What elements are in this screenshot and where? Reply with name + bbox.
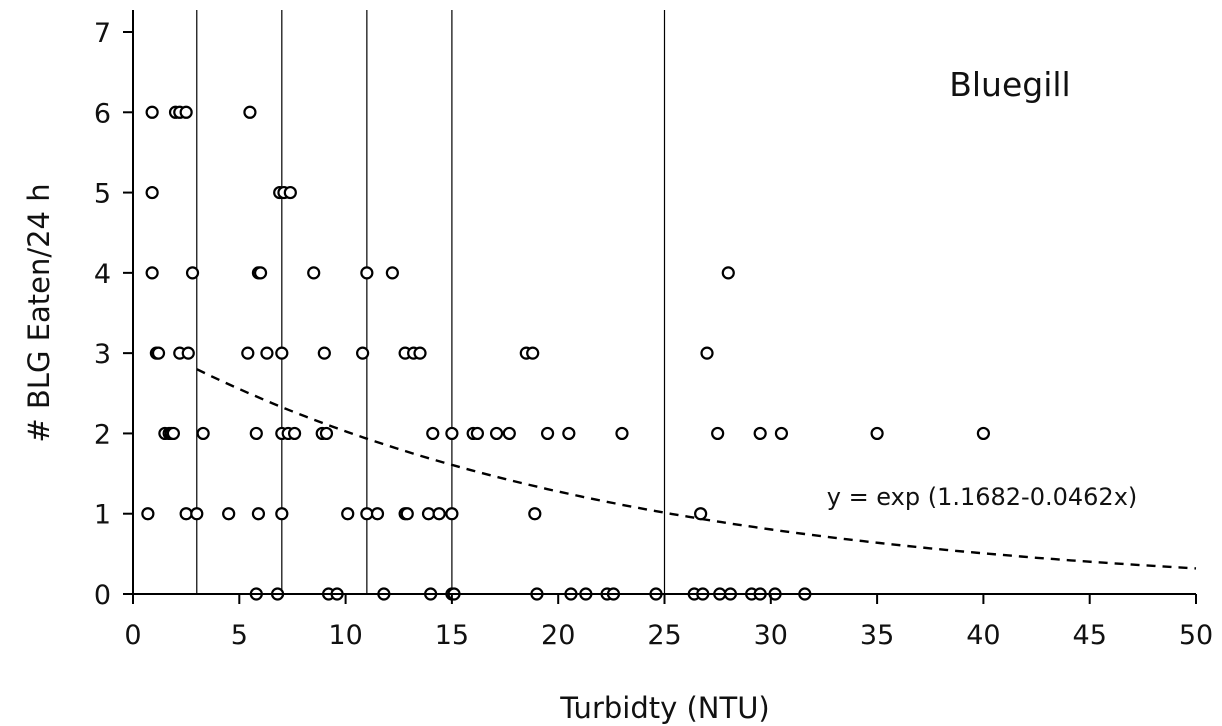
y-tick-label: 3 bbox=[94, 339, 111, 370]
data-point bbox=[243, 105, 257, 119]
y-tick-label: 4 bbox=[94, 259, 111, 290]
data-point bbox=[249, 426, 263, 441]
data-point bbox=[528, 507, 542, 521]
data-point bbox=[360, 507, 374, 521]
data-point bbox=[774, 426, 789, 441]
data-point bbox=[700, 346, 714, 360]
y-tick-label: 2 bbox=[94, 419, 111, 450]
data-point bbox=[317, 346, 331, 360]
x-tick-label: 35 bbox=[860, 620, 894, 651]
data-point bbox=[753, 426, 767, 441]
data-point bbox=[432, 507, 446, 521]
data-point bbox=[260, 346, 274, 360]
data-point bbox=[190, 507, 204, 521]
data-point bbox=[470, 426, 485, 441]
fit-equation-label: y = exp (1.1682-0.0462x) bbox=[827, 483, 1138, 511]
x-axis-ticks: 0 5 10 15 20 25 30 35 40 45 50 bbox=[124, 594, 1213, 651]
y-tick-label: 6 bbox=[94, 98, 111, 129]
data-point bbox=[562, 426, 576, 441]
data-point bbox=[489, 426, 504, 441]
data-point bbox=[196, 426, 210, 441]
data-point bbox=[179, 507, 193, 521]
data-point bbox=[145, 105, 159, 119]
data-point bbox=[241, 346, 255, 360]
data-point bbox=[870, 426, 884, 441]
data-point bbox=[253, 266, 268, 280]
data-point bbox=[721, 266, 735, 280]
y-tick-label: 0 bbox=[94, 580, 111, 611]
y-axis-ticks: 0 1 2 3 4 5 6 7 bbox=[94, 18, 133, 611]
data-point bbox=[413, 346, 427, 360]
data-point bbox=[356, 346, 370, 360]
data-point bbox=[526, 346, 540, 360]
x-tick-label: 20 bbox=[541, 620, 575, 651]
data-point bbox=[151, 346, 166, 360]
data-point bbox=[145, 266, 159, 280]
data-point bbox=[275, 507, 289, 521]
data-point bbox=[179, 105, 193, 119]
data-point bbox=[615, 426, 629, 441]
data-point bbox=[385, 266, 399, 280]
data-point bbox=[222, 507, 236, 521]
fit-curve-group bbox=[196, 368, 1197, 570]
data-point bbox=[426, 426, 440, 441]
data-point bbox=[400, 507, 414, 521]
data-point bbox=[540, 426, 555, 441]
x-tick-label: 5 bbox=[231, 620, 248, 651]
data-point bbox=[445, 426, 459, 441]
x-axis-title: Turbidty (NTU) bbox=[559, 691, 770, 725]
data-point bbox=[360, 266, 374, 280]
data-point bbox=[287, 426, 302, 441]
data-point bbox=[141, 507, 155, 521]
data-points bbox=[141, 105, 991, 601]
data-point bbox=[307, 266, 321, 280]
data-point bbox=[145, 185, 159, 200]
x-tick-label: 30 bbox=[754, 620, 788, 651]
x-tick-label: 10 bbox=[328, 620, 362, 651]
data-point bbox=[319, 426, 334, 441]
x-tick-label: 45 bbox=[1073, 620, 1107, 651]
x-tick-label: 50 bbox=[1179, 620, 1213, 651]
x-tick-label: 25 bbox=[647, 620, 681, 651]
vertical-reference-lines bbox=[196, 10, 666, 594]
data-point bbox=[341, 507, 355, 521]
x-tick-label: 40 bbox=[966, 620, 1000, 651]
data-point bbox=[283, 185, 297, 200]
fit-curve bbox=[196, 368, 1197, 570]
data-point bbox=[694, 507, 708, 521]
data-point bbox=[185, 266, 200, 280]
y-tick-label: 7 bbox=[94, 18, 111, 49]
data-point bbox=[181, 346, 195, 360]
y-axis-title: # BLG Eaten/24 h bbox=[22, 183, 56, 442]
y-tick-label: 1 bbox=[94, 500, 111, 531]
data-point bbox=[711, 426, 725, 441]
data-point bbox=[445, 507, 459, 521]
data-point bbox=[370, 507, 385, 521]
data-point bbox=[502, 426, 516, 441]
y-tick-label: 5 bbox=[94, 179, 111, 210]
x-tick-label: 15 bbox=[435, 620, 469, 651]
data-point bbox=[166, 426, 180, 441]
data-point bbox=[275, 346, 289, 360]
data-point bbox=[251, 507, 266, 521]
data-point bbox=[421, 507, 436, 521]
x-tick-label: 0 bbox=[124, 620, 141, 651]
species-label: Bluegill bbox=[949, 65, 1070, 104]
data-point bbox=[976, 426, 991, 441]
